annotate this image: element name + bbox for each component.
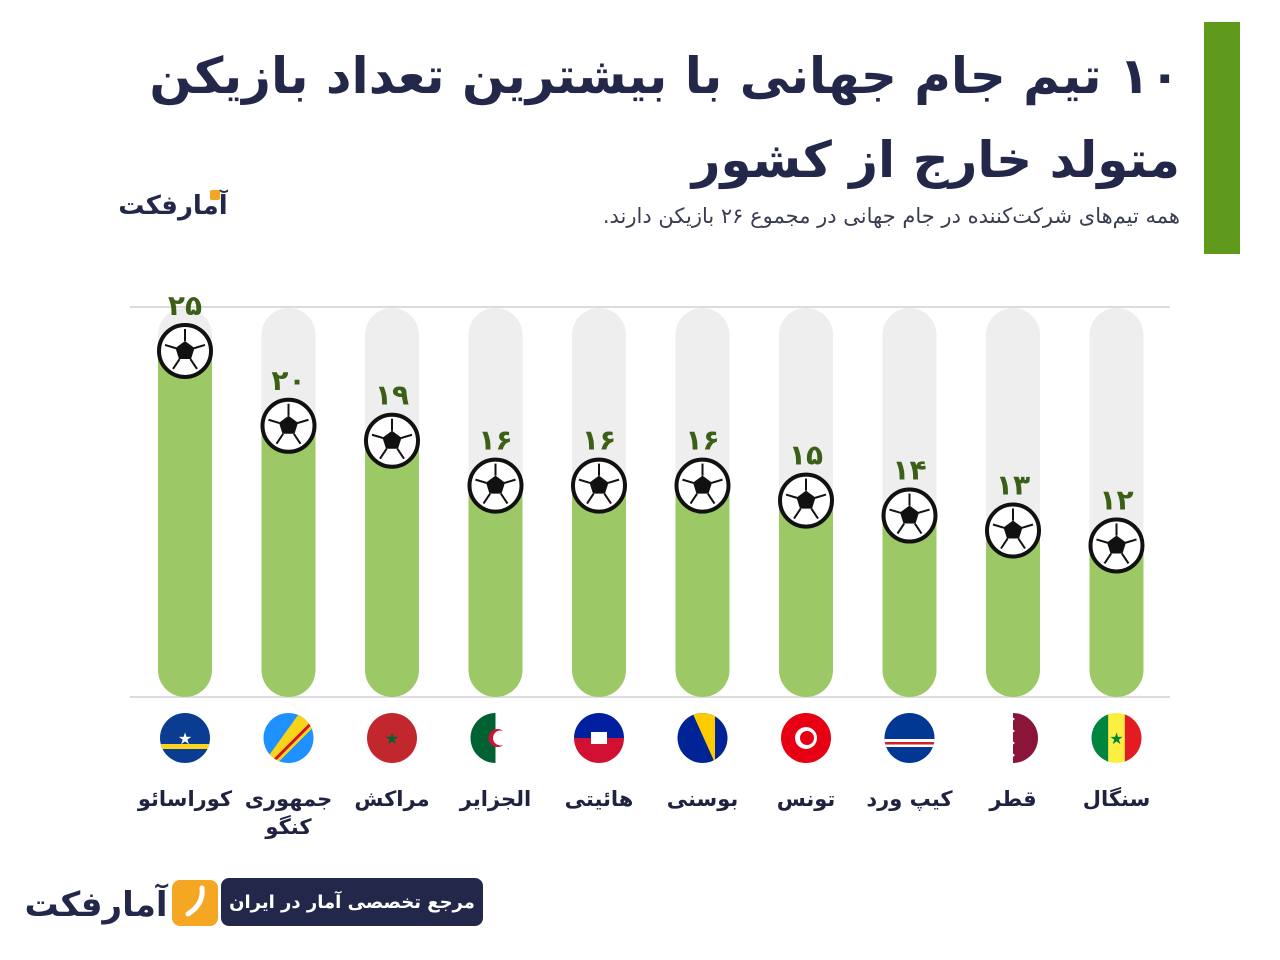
flag-icon [988, 713, 1038, 763]
value-label: ۱۹ [375, 379, 409, 412]
category-label: تونس [777, 787, 836, 811]
flag-icon [884, 713, 935, 763]
value-label: ۱۶ [685, 424, 719, 457]
category-label: سنگال [1083, 786, 1151, 811]
value-label: ۱۶ [582, 424, 616, 457]
category-label: الجزایر [459, 787, 531, 811]
soccer-ball-icon [157, 322, 213, 379]
bar-group: ۲۰ جمهوری کنگو [245, 308, 333, 839]
bar-group: ۲۵ ★ کوراسائو [137, 289, 233, 811]
category-label: جمهوری [245, 787, 333, 811]
category-label: کوراسائو [137, 787, 233, 811]
bar-group: ۱۴ کیپ ورد [866, 308, 953, 811]
soccer-ball-icon [467, 457, 524, 514]
value-label: ۱۴ [892, 454, 926, 487]
flag-icon [677, 713, 728, 763]
soccer-ball-icon [674, 457, 731, 514]
soccer-ball-icon [1088, 517, 1145, 574]
bottom-logo-icon: آمارفکت [26, 880, 218, 926]
category-label: هائیتی [565, 787, 634, 811]
soccer-ball-icon [985, 502, 1041, 559]
page-subtitle: همه تیم‌های شرکت‌کننده در جام جهانی در م… [602, 204, 1180, 228]
bar [365, 412, 419, 697]
soccer-ball-icon [778, 472, 834, 529]
soccer-ball-icon [364, 412, 420, 469]
category-label: مراکش [354, 787, 429, 811]
bar-group: ۱۹ ★ مراکش [354, 308, 430, 811]
svg-text:★: ★ [1109, 729, 1123, 748]
soccer-ball-icon [260, 397, 317, 454]
value-label: ۱۳ [996, 469, 1030, 502]
logo-icon: آمارفکت [118, 189, 228, 221]
bar [572, 457, 626, 697]
tagline-badge: مرجع تخصصی آمار در ایران [221, 878, 483, 926]
category-label: قطر [988, 787, 1036, 811]
bar [675, 457, 730, 697]
bar [158, 322, 212, 697]
flag-icon: ★ [160, 713, 210, 763]
bar-group: ۱۶ هائیتی [565, 308, 634, 811]
flag-icon [263, 713, 314, 763]
value-label: ۱۵ [789, 439, 823, 472]
accent-bar [1204, 22, 1240, 254]
flag-icon: ★ [367, 713, 417, 763]
svg-text:★: ★ [178, 729, 192, 748]
bar-chart: ۲۵ ★ کوراسائو ۲۰ جمهوری کنگو ۱۹ ★ مراکش ۱۶ الجزایر… [130, 289, 1170, 839]
bar-group: ۱۶ الجزایر [459, 308, 531, 811]
brand-logo-text: آمارفکت [118, 189, 228, 221]
flag-icon [470, 713, 521, 763]
flag-icon [781, 713, 831, 763]
soccer-ball-icon [571, 457, 627, 514]
category-label: کنگو [264, 814, 312, 839]
bar-group: ۱۵ تونس [777, 308, 836, 811]
bottom-brand-text: آمارفکت [26, 883, 169, 925]
svg-text:★: ★ [385, 729, 399, 748]
flag-icon [574, 713, 624, 763]
category-label: بوسنی [667, 787, 739, 811]
flag-icon: ★ [1091, 713, 1142, 763]
page-title: ۱۰ تیم جام جهانی با بیشترین تعداد بازیکن… [149, 47, 1180, 189]
bar [468, 457, 523, 697]
bar [261, 397, 316, 697]
bar-group: ۱۶ بوسنی [667, 308, 739, 811]
value-label: ۱۶ [478, 424, 512, 457]
soccer-ball-icon [881, 487, 938, 544]
bar-group: ۱۲ ★ سنگال [1083, 308, 1151, 811]
value-label: ۱۲ [1099, 483, 1133, 516]
bar-group: ۱۳ قطر [985, 308, 1041, 811]
bar [779, 472, 833, 697]
value-label: ۲۵ [168, 289, 202, 322]
value-label: ۲۰ [271, 364, 305, 397]
category-label: کیپ ورد [866, 787, 953, 811]
